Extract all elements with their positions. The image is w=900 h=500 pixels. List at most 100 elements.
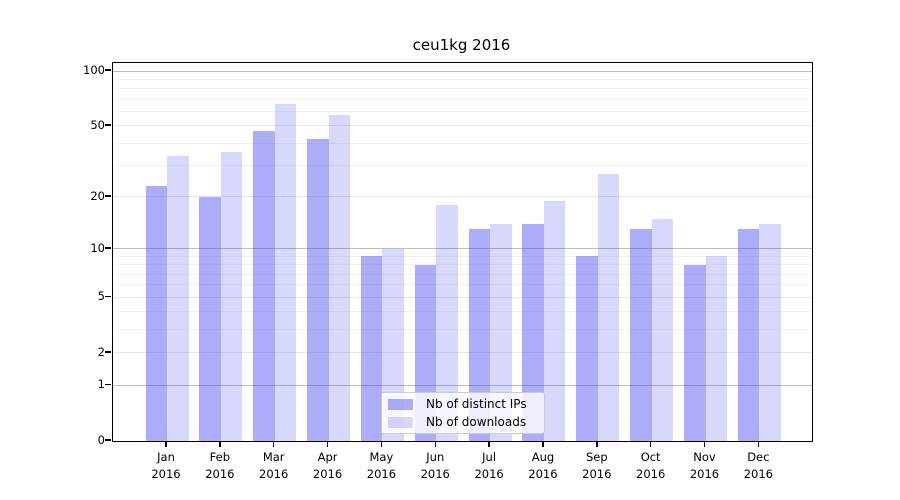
x-tick-year-apr: 2016 <box>312 466 343 481</box>
x-tick-year-oct: 2016 <box>636 466 666 481</box>
x-tick-mark-aug <box>542 441 544 447</box>
x-tick-year-dec: 2016 <box>743 466 773 481</box>
x-tick-mark-may <box>380 441 383 447</box>
bar-downloads-nov <box>705 256 727 441</box>
x-tick-label-mar: Mar 2016 <box>247 449 301 482</box>
x-tick-label-nov: Nov 2016 <box>678 449 732 482</box>
bar-downloads-jun <box>436 204 458 441</box>
gridline-y-4 <box>113 311 812 313</box>
bar-distinct-ips-dec <box>737 229 760 441</box>
bar-downloads-jul <box>490 223 512 441</box>
x-tick-mark-dec <box>757 441 760 447</box>
x-tick-month-apr: Apr <box>317 450 338 464</box>
plot-area <box>112 62 813 442</box>
y-tick-label-50: 50 <box>90 117 105 132</box>
x-tick-mark-apr <box>326 441 329 447</box>
x-tick-label-jul: Jul 2016 <box>462 449 516 482</box>
y-tick-label-5: 5 <box>97 289 105 304</box>
legend: Nb of distinct IPs Nb of downloads <box>381 392 545 434</box>
gridline-y-40 <box>113 142 812 144</box>
gridline-y-10 <box>113 248 812 250</box>
x-tick-year-sep: 2016 <box>582 466 612 481</box>
y-tick-mark-2 <box>105 351 111 353</box>
gridline-y-7 <box>113 273 812 275</box>
x-tick-month-sep: Sep <box>585 450 608 464</box>
bar-downloads-aug <box>543 200 566 441</box>
y-tick-label-2: 2 <box>97 344 105 359</box>
x-tick-label-feb: Feb 2016 <box>193 449 247 482</box>
x-tick-month-nov: Nov <box>693 450 716 464</box>
x-tick-mark-jul <box>488 441 490 447</box>
y-tick-mark-10 <box>105 247 111 249</box>
y-tick-mark-0 <box>105 439 111 441</box>
bar-distinct-ips-feb <box>199 196 221 441</box>
x-tick-label-oct: Oct 2016 <box>624 449 678 482</box>
x-tick-month-feb: Feb <box>209 450 231 464</box>
x-tick-mark-nov <box>703 441 706 447</box>
bar-distinct-ips-apr <box>307 139 329 441</box>
x-tick-month-jul: Jul <box>482 450 497 464</box>
x-tick-label-sep: Sep 2016 <box>570 449 624 482</box>
y-tick-mark-100 <box>105 69 111 71</box>
bar-distinct-ips-nov <box>684 264 706 441</box>
legend-swatch-downloads <box>388 416 413 428</box>
x-tick-mark-jan <box>165 441 167 447</box>
bar-distinct-ips-jul <box>468 229 491 441</box>
bar-distinct-ips-may <box>360 256 383 441</box>
x-tick-month-aug: Aug <box>531 450 555 464</box>
legend-label-distinct-ips: Nb of distinct IPs <box>426 397 527 411</box>
x-tick-month-jun: Jun <box>426 450 445 464</box>
chart-title: ceu1kg 2016 <box>412 36 511 54</box>
y-tick-mark-20 <box>105 195 111 197</box>
x-tick-mark-oct <box>649 441 652 447</box>
bar-distinct-ips-jan <box>145 186 167 441</box>
x-tick-month-dec: Dec <box>747 450 770 464</box>
gridline-y-70 <box>113 98 812 100</box>
y-tick-mark-5 <box>105 295 111 298</box>
gridline-y-3 <box>113 329 812 331</box>
bar-downloads-feb <box>220 151 243 441</box>
gridline-y-2 <box>113 352 812 354</box>
x-tick-year-jan: 2016 <box>151 466 181 481</box>
x-tick-year-jul: 2016 <box>474 466 504 481</box>
gridline-y-5 <box>113 296 812 298</box>
bar-distinct-ips-oct <box>630 229 652 441</box>
legend-item-downloads: Nb of downloads <box>388 413 538 431</box>
y-tick-mark-50 <box>105 124 111 126</box>
x-tick-label-may: May 2016 <box>354 449 408 482</box>
x-tick-month-oct: Oct <box>640 450 661 464</box>
legend-swatch-distinct-ips <box>388 398 413 410</box>
gridline-y-6 <box>113 284 812 286</box>
y-tick-label-0: 0 <box>97 433 105 447</box>
bar-downloads-apr <box>328 115 351 441</box>
y-tick-label-10: 10 <box>90 240 105 255</box>
gridline-y-9 <box>113 255 812 257</box>
x-tick-label-apr: Apr 2016 <box>301 449 355 482</box>
gridline-y-100 <box>113 70 812 72</box>
x-tick-mark-feb <box>219 441 221 447</box>
x-tick-month-mar: Mar <box>262 450 285 464</box>
x-tick-label-jan: Jan 2016 <box>139 449 193 482</box>
x-tick-label-aug: Aug 2016 <box>516 449 570 482</box>
gridline-y-20 <box>113 196 812 198</box>
bar-downloads-sep <box>597 173 620 441</box>
x-tick-year-jun: 2016 <box>420 466 450 481</box>
y-tick-label-1: 1 <box>97 377 105 392</box>
y-tick-label-20: 20 <box>90 188 105 203</box>
x-tick-year-feb: 2016 <box>205 466 235 481</box>
bar-downloads-oct <box>651 218 674 441</box>
gridline-y-30 <box>113 165 812 167</box>
bar-distinct-ips-sep <box>576 256 598 441</box>
x-tick-label-jun: Jun 2016 <box>408 449 462 482</box>
x-tick-label-dec: Dec 2016 <box>731 449 785 482</box>
gridline-y-50 <box>113 125 812 127</box>
gridline-y-8 <box>113 264 812 266</box>
bar-downloads-mar <box>274 103 297 441</box>
x-tick-month-may: May <box>369 450 394 464</box>
bar-downloads-jan <box>167 155 189 441</box>
x-tick-mark-jun <box>434 441 436 447</box>
x-tick-year-aug: 2016 <box>528 466 558 481</box>
y-tick-mark-1 <box>105 383 111 386</box>
x-tick-mark-mar <box>272 441 275 447</box>
